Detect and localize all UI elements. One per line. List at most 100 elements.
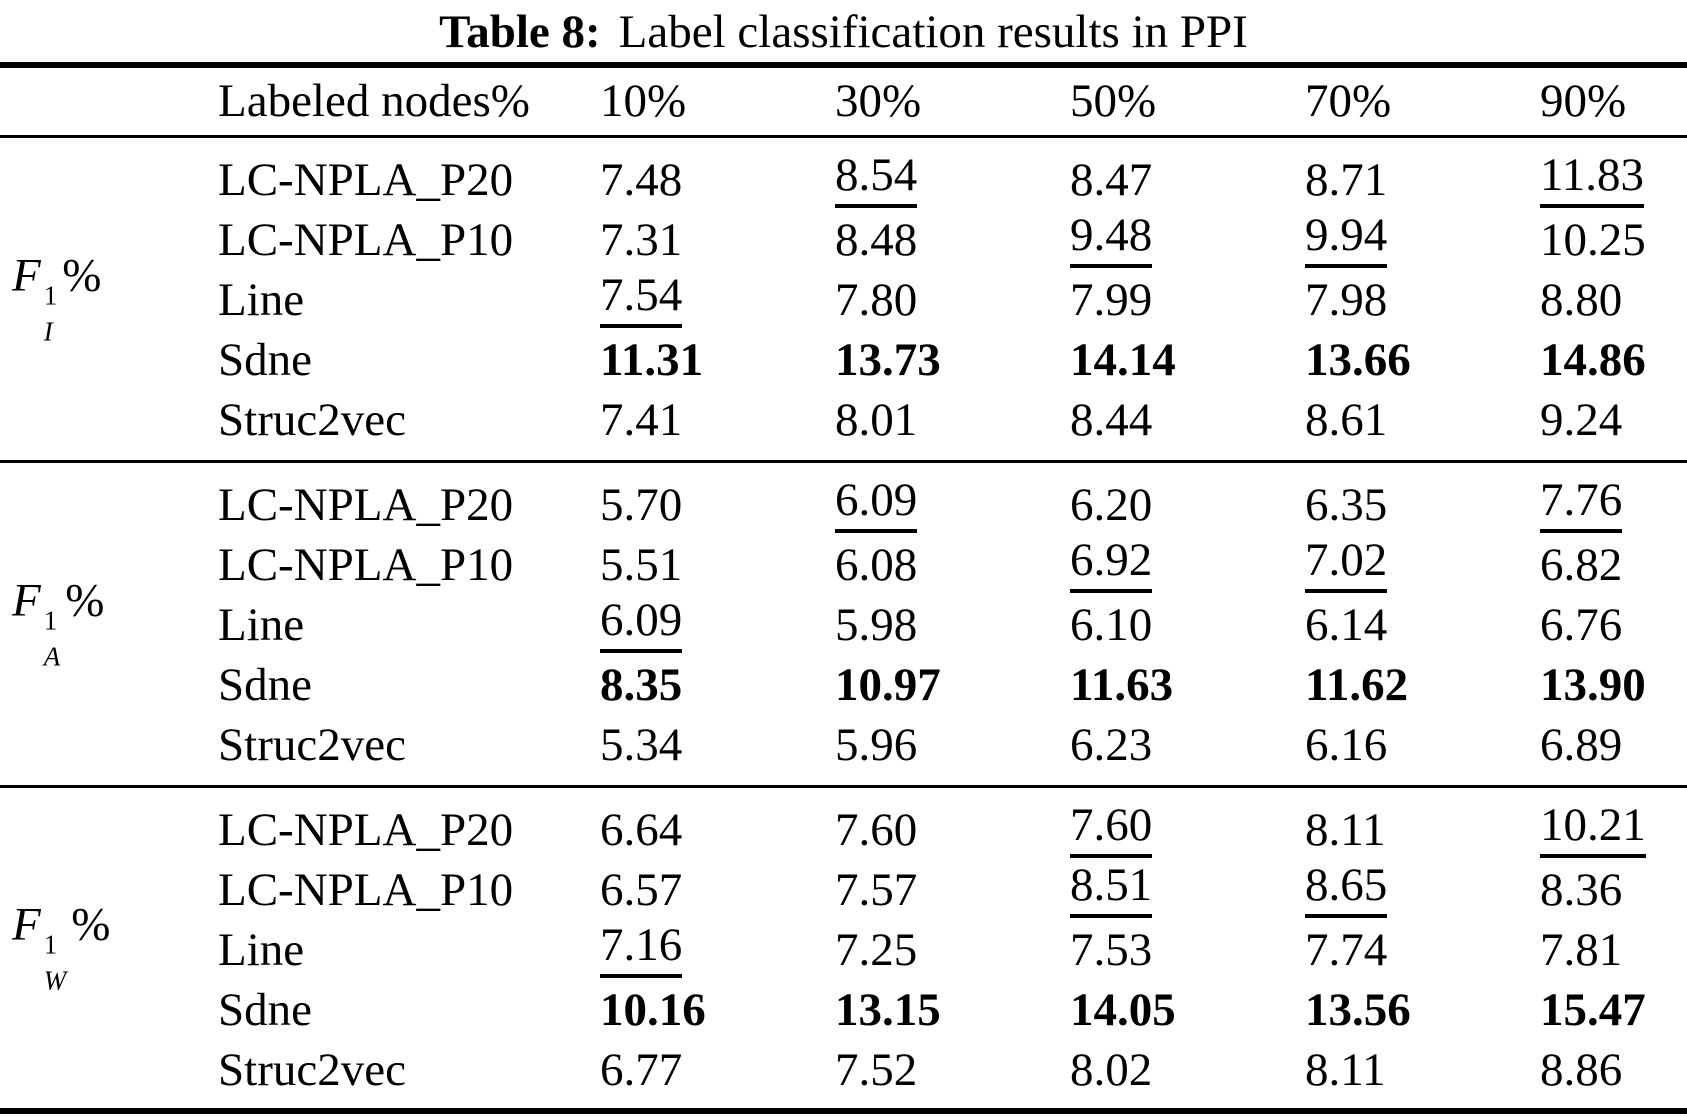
value-cell: 8.71 <box>1305 153 1388 206</box>
metric-suffix: % <box>65 574 105 627</box>
table-row: Line 7.16 7.25 7.53 7.74 7.81 <box>218 920 1687 980</box>
value-cell: 7.60 <box>1070 802 1305 858</box>
value-cell: 10.25 <box>1540 213 1646 266</box>
table-caption: Table 8: Label classification results in… <box>0 0 1687 62</box>
value-cell: 6.10 <box>1070 598 1153 651</box>
value-cell: 14.14 <box>1070 333 1176 386</box>
value-cell: 7.74 <box>1305 923 1388 976</box>
metric-group-fi: F 1 I% LC-NPLA_P20 7.48 8.54 8.47 8.71 11.… <box>0 138 1687 463</box>
column-header-row-label: Labeled nodes% <box>218 75 530 127</box>
method-name: Line <box>218 598 305 651</box>
metric-group-fa: F 1 A% LC-NPLA_P20 5.70 6.09 6.20 6.35 7.7… <box>0 463 1687 788</box>
results-table: Labeled nodes% 10% 30% 50% 70% 90% F 1 I% … <box>0 62 1687 1114</box>
value-cell: 13.56 <box>1305 983 1411 1036</box>
value-cell: 5.98 <box>835 598 918 651</box>
metric-base: F <box>12 249 41 302</box>
value-cell: 9.24 <box>1540 393 1623 446</box>
value-cell: 8.36 <box>1540 863 1623 916</box>
value-cell: 8.54 <box>835 152 1070 208</box>
value-cell: 8.44 <box>1070 393 1153 446</box>
column-header-90pct: 90% <box>1540 75 1627 127</box>
column-header-50pct: 50% <box>1070 75 1157 127</box>
value-cell: 8.86 <box>1540 1043 1623 1096</box>
value-cell: 7.48 <box>600 153 683 206</box>
value-cell: 5.70 <box>600 478 683 531</box>
metric-sup: 1 <box>43 929 58 960</box>
value-cell: 7.31 <box>600 213 683 266</box>
value-cell: 6.92 <box>1070 537 1305 593</box>
value-cell: 6.76 <box>1540 598 1623 651</box>
method-name: Sdne <box>218 658 312 711</box>
value-cell: 11.83 <box>1540 152 1687 208</box>
table-row: LC-NPLA_P20 5.70 6.09 6.20 6.35 7.76 <box>218 475 1687 535</box>
table-row: LC-NPLA_P10 7.31 8.48 9.48 9.94 10.25 <box>218 210 1687 270</box>
value-cell: 6.08 <box>835 538 918 591</box>
value-cell: 7.52 <box>835 1043 918 1096</box>
caption-text: Label classification results in PPI <box>618 5 1248 58</box>
column-header-30pct: 30% <box>835 75 922 127</box>
value-cell: 7.41 <box>600 393 683 446</box>
value-cell: 8.47 <box>1070 153 1153 206</box>
value-cell: 15.47 <box>1540 983 1646 1036</box>
value-cell: 7.81 <box>1540 923 1623 976</box>
value-cell: 10.16 <box>600 983 706 1036</box>
method-name: Struc2vec <box>218 393 406 446</box>
value-cell: 7.54 <box>600 272 835 328</box>
value-cell: 7.76 <box>1540 477 1687 533</box>
value-cell: 11.31 <box>600 333 704 386</box>
metric-label-fa: F 1 A% <box>12 574 105 671</box>
value-cell: 13.66 <box>1305 333 1411 386</box>
method-name: Sdne <box>218 983 312 1036</box>
value-cell: 6.82 <box>1540 538 1623 591</box>
table-row: Struc2vec 5.34 5.96 6.23 6.16 6.89 <box>218 715 1687 775</box>
value-cell: 8.65 <box>1305 862 1540 918</box>
value-cell: 7.53 <box>1070 923 1153 976</box>
value-cell: 7.60 <box>835 803 918 856</box>
value-cell: 7.98 <box>1305 273 1388 326</box>
value-cell: 6.77 <box>600 1043 683 1096</box>
metric-label-fi: F 1 I% <box>12 249 102 347</box>
value-cell: 11.63 <box>1070 658 1174 711</box>
method-name: LC-NPLA_P20 <box>218 153 514 206</box>
value-cell: 7.16 <box>600 922 835 978</box>
method-name: LC-NPLA_P10 <box>218 538 514 591</box>
value-cell: 6.64 <box>600 803 683 856</box>
table-row: LC-NPLA_P10 5.51 6.08 6.92 7.02 6.82 <box>218 535 1687 595</box>
column-header-70pct: 70% <box>1305 75 1392 127</box>
metric-sup: 1 <box>43 605 58 636</box>
value-cell: 13.15 <box>835 983 941 1036</box>
value-cell: 8.02 <box>1070 1043 1153 1096</box>
value-cell: 9.94 <box>1305 212 1540 268</box>
value-cell: 5.96 <box>835 718 918 771</box>
metric-label-fw: F 1 W% <box>12 898 110 996</box>
table-row: Line 7.54 7.80 7.99 7.98 8.80 <box>218 270 1687 330</box>
metric-base: F <box>12 898 41 951</box>
table-row: LC-NPLA_P20 7.48 8.54 8.47 8.71 11.83 <box>218 150 1687 210</box>
value-cell: 8.61 <box>1305 393 1388 446</box>
header-row: Labeled nodes% 10% 30% 50% 70% 90% <box>0 68 1687 138</box>
value-cell: 8.51 <box>1070 862 1305 918</box>
metric-suffix: % <box>62 249 102 302</box>
table-row: Line 6.09 5.98 6.10 6.14 6.76 <box>218 595 1687 655</box>
method-name: Line <box>218 273 305 326</box>
metric-sub: W <box>43 965 67 996</box>
method-name: Struc2vec <box>218 1043 406 1096</box>
table-row: Struc2vec 7.41 8.01 8.44 8.61 9.24 <box>218 390 1687 450</box>
metric-base: F <box>12 574 41 627</box>
value-cell: 7.99 <box>1070 273 1153 326</box>
table-row: Sdne 11.31 13.73 14.14 13.66 14.86 <box>218 330 1687 390</box>
metric-sub: I <box>43 316 53 347</box>
value-cell: 8.11 <box>1305 803 1386 856</box>
value-cell: 10.21 <box>1540 802 1687 858</box>
value-cell: 6.20 <box>1070 478 1153 531</box>
value-cell: 8.80 <box>1540 273 1623 326</box>
value-cell: 7.02 <box>1305 537 1540 593</box>
value-cell: 10.97 <box>835 658 941 711</box>
table-row: Sdne 8.35 10.97 11.63 11.62 13.90 <box>218 655 1687 715</box>
value-cell: 6.23 <box>1070 718 1153 771</box>
value-cell: 6.14 <box>1305 598 1388 651</box>
